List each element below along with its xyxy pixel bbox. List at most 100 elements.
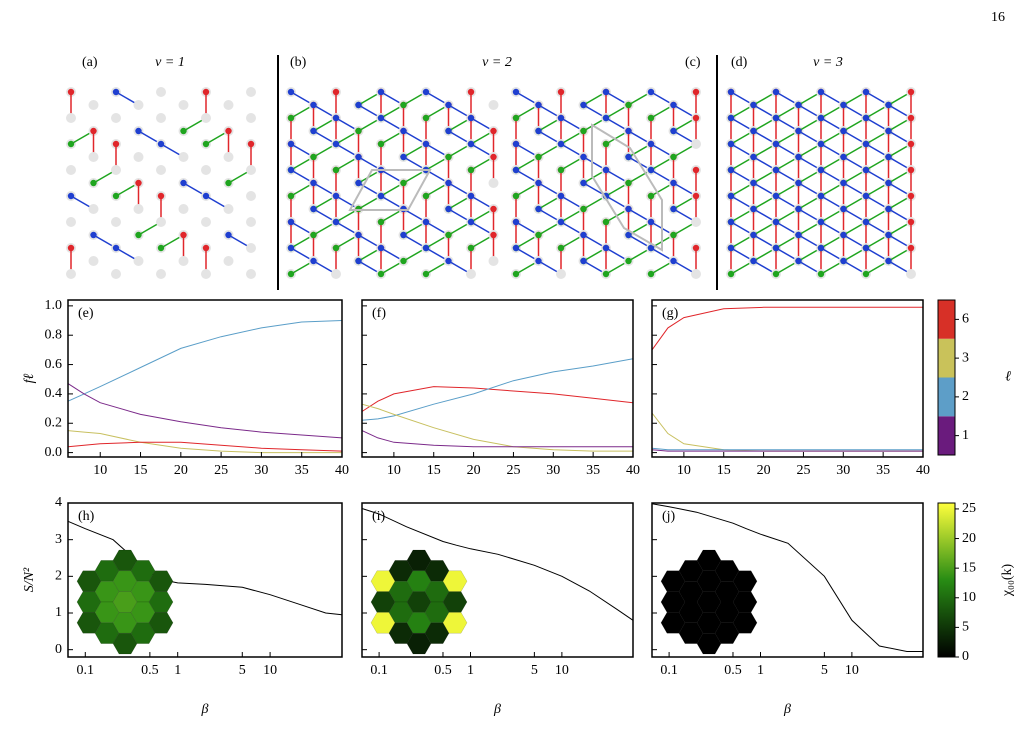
series-line bbox=[361, 430, 633, 448]
lattice-site bbox=[488, 178, 499, 188]
bond-end bbox=[225, 179, 232, 187]
colorbar-tick-label: 5 bbox=[962, 620, 969, 635]
bond-end bbox=[512, 244, 520, 252]
bond-end bbox=[670, 257, 677, 265]
panel-label: (j) bbox=[662, 509, 676, 524]
lattice-site bbox=[88, 152, 99, 162]
x-tick-label: 10 bbox=[263, 663, 277, 678]
bond-end bbox=[795, 101, 802, 109]
bond-end bbox=[445, 127, 452, 135]
bond-end bbox=[885, 127, 892, 135]
lattice-site bbox=[223, 256, 234, 266]
bond-end bbox=[692, 114, 700, 122]
lattice-site bbox=[156, 165, 166, 175]
bond-end bbox=[445, 153, 452, 161]
x-tick-label: 30 bbox=[254, 463, 268, 478]
x-tick-label: 0.1 bbox=[77, 663, 95, 678]
y-tick-label: 1.0 bbox=[45, 298, 63, 313]
x-tick-label: 25 bbox=[214, 463, 228, 478]
lattice-site bbox=[178, 152, 189, 162]
panel-label: (g) bbox=[662, 306, 679, 321]
bond-end bbox=[817, 244, 825, 252]
bond-end bbox=[750, 257, 757, 265]
bond-end bbox=[422, 114, 430, 122]
x-tick-label: 40 bbox=[916, 463, 930, 478]
x-tick-label: 20 bbox=[467, 463, 481, 478]
lattice-site bbox=[488, 256, 499, 266]
bond-end bbox=[772, 192, 780, 200]
bond-end bbox=[332, 218, 340, 226]
y-tick-label: 0.6 bbox=[45, 357, 63, 372]
series-line bbox=[67, 430, 342, 454]
bond-end bbox=[692, 166, 700, 174]
lattice-site bbox=[691, 269, 701, 279]
bond-end bbox=[332, 114, 340, 122]
bond-end bbox=[750, 101, 757, 109]
bond-end bbox=[135, 127, 142, 135]
bond-end bbox=[772, 270, 780, 278]
x-tick-label: 30 bbox=[546, 463, 560, 478]
bond-end bbox=[840, 257, 847, 265]
bond-end bbox=[625, 127, 632, 135]
bond-end bbox=[692, 192, 700, 200]
bond-end bbox=[625, 205, 632, 213]
bond-end bbox=[287, 218, 295, 226]
bond-end bbox=[355, 153, 362, 161]
bond-end bbox=[512, 166, 520, 174]
x-axis-label: β bbox=[783, 702, 791, 717]
bond-end bbox=[647, 114, 655, 122]
bond-end bbox=[332, 192, 340, 200]
panel-label: (b) bbox=[290, 55, 307, 70]
plot-frame bbox=[651, 299, 924, 458]
bond-end bbox=[332, 244, 340, 252]
bond-end bbox=[112, 244, 120, 252]
bond-end bbox=[602, 244, 610, 252]
lattice-site bbox=[156, 269, 166, 279]
bond-end bbox=[862, 140, 870, 148]
lattice-site bbox=[246, 165, 256, 175]
lattice-site bbox=[246, 87, 256, 97]
x-tick-label: 10 bbox=[677, 463, 691, 478]
colorbar-label: ℓ bbox=[1005, 370, 1011, 385]
bond-end bbox=[907, 218, 915, 226]
bond-end bbox=[377, 88, 385, 96]
lattice-site bbox=[133, 256, 144, 266]
bond-end bbox=[795, 179, 802, 187]
bond-end bbox=[310, 257, 317, 265]
bond-end bbox=[580, 101, 587, 109]
y-tick-label: 0.8 bbox=[45, 327, 63, 342]
x-tick-label: 35 bbox=[295, 463, 309, 478]
bond-end bbox=[727, 244, 735, 252]
unit-cell bbox=[348, 169, 432, 211]
bond-end bbox=[670, 231, 677, 239]
bond-end bbox=[467, 192, 475, 200]
bond-end bbox=[750, 153, 757, 161]
lattice-site bbox=[133, 152, 144, 162]
bond-end bbox=[67, 140, 75, 148]
panel-label: (i) bbox=[372, 509, 386, 524]
bond-end bbox=[377, 270, 385, 278]
lattice-site bbox=[88, 204, 99, 214]
nu-label: ν = 3 bbox=[813, 55, 843, 70]
bond-end bbox=[670, 101, 677, 109]
bond-end bbox=[467, 114, 475, 122]
bond-end bbox=[467, 218, 475, 226]
bond-end bbox=[202, 140, 210, 148]
bond-end bbox=[840, 101, 847, 109]
bond-end bbox=[445, 257, 452, 265]
bond-end bbox=[670, 153, 677, 161]
bond-end bbox=[467, 140, 475, 148]
bond-end bbox=[445, 231, 452, 239]
bond-end bbox=[422, 270, 430, 278]
bond-end bbox=[840, 127, 847, 135]
nu-label: ν = 1 bbox=[155, 55, 185, 70]
panel-label: (c) bbox=[685, 55, 701, 70]
bond-end bbox=[355, 257, 362, 265]
bond-end bbox=[862, 88, 870, 96]
bond-end bbox=[907, 244, 915, 252]
bond-end bbox=[445, 205, 452, 213]
lattice-site bbox=[66, 217, 76, 227]
unit-cell bbox=[591, 123, 663, 252]
bond-end bbox=[840, 179, 847, 187]
